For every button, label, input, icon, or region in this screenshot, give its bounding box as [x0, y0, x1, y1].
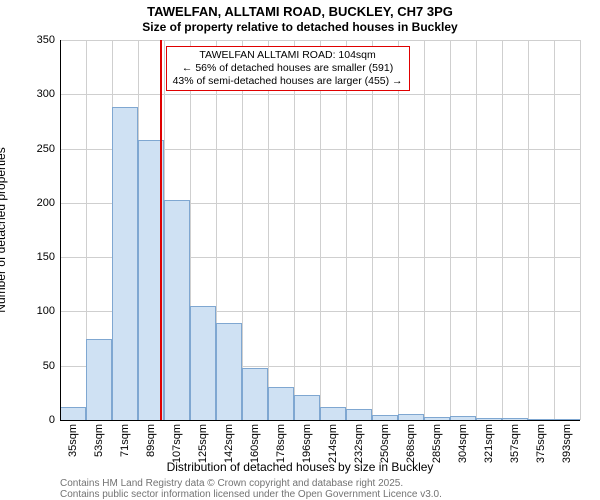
xtick-label: 232sqm — [353, 424, 365, 463]
y-axis-line — [60, 40, 61, 420]
grid-line-v — [242, 40, 243, 420]
annotation-line: ← 56% of detached houses are smaller (59… — [173, 62, 403, 75]
xtick-label: 71sqm — [119, 424, 131, 457]
ytick-label: 50 — [10, 360, 55, 372]
grid-line-v — [294, 40, 295, 420]
histogram-bar — [294, 395, 319, 420]
histogram-bar — [190, 306, 215, 420]
histogram-bar — [60, 407, 85, 420]
xtick-label: 160sqm — [249, 424, 261, 463]
xtick-label: 268sqm — [405, 424, 417, 463]
xtick-label: 89sqm — [145, 424, 157, 457]
ytick-label: 300 — [10, 88, 55, 100]
xtick-label: 125sqm — [197, 424, 209, 463]
xtick-label: 285sqm — [431, 424, 443, 463]
ytick-label: 150 — [10, 251, 55, 263]
x-axis-line — [60, 420, 580, 421]
xtick-label: 53sqm — [93, 424, 105, 457]
ytick-label: 0 — [10, 414, 55, 426]
xtick-label: 250sqm — [379, 424, 391, 463]
grid-line-v — [268, 40, 269, 420]
y-axis-title: Number of detached properties — [0, 147, 8, 312]
histogram-bar — [346, 409, 371, 420]
grid-line-v — [346, 40, 347, 420]
xtick-label: 196sqm — [301, 424, 313, 463]
histogram-chart: TAWELFAN, ALLTAMI ROAD, BUCKLEY, CH7 3PG… — [0, 0, 600, 500]
histogram-bar — [268, 387, 293, 420]
histogram-bar — [164, 200, 189, 420]
grid-line-v — [320, 40, 321, 420]
grid-line-v — [502, 40, 503, 420]
xtick-label: 214sqm — [327, 424, 339, 463]
credits-line2: Contains public sector information licen… — [60, 489, 442, 500]
xtick-label: 375sqm — [535, 424, 547, 463]
ytick-label: 200 — [10, 197, 55, 209]
credits: Contains HM Land Registry data © Crown c… — [60, 478, 442, 500]
ytick-label: 100 — [10, 305, 55, 317]
grid-line-v — [528, 40, 529, 420]
histogram-bar — [86, 339, 111, 420]
xtick-label: 357sqm — [509, 424, 521, 463]
histogram-bar — [242, 368, 267, 420]
credits-line1: Contains HM Land Registry data © Crown c… — [60, 478, 442, 489]
xtick-label: 178sqm — [275, 424, 287, 463]
grid-line-v — [580, 40, 581, 420]
grid-line-v — [476, 40, 477, 420]
xtick-label: 393sqm — [561, 424, 573, 463]
annotation-line: 43% of semi-detached houses are larger (… — [173, 75, 403, 88]
chart-title: TAWELFAN, ALLTAMI ROAD, BUCKLEY, CH7 3PG — [0, 0, 600, 20]
xtick-label: 35sqm — [67, 424, 79, 457]
chart-subtitle: Size of property relative to detached ho… — [0, 20, 600, 34]
grid-line-v — [424, 40, 425, 420]
histogram-bar — [112, 107, 137, 420]
annotation-box: TAWELFAN ALLTAMI ROAD: 104sqm← 56% of de… — [166, 46, 410, 91]
grid-line-v — [450, 40, 451, 420]
xtick-label: 107sqm — [171, 424, 183, 463]
annotation-line: TAWELFAN ALLTAMI ROAD: 104sqm — [173, 49, 403, 62]
ytick-label: 350 — [10, 34, 55, 46]
property-marker-line — [160, 40, 162, 420]
plot-area: TAWELFAN ALLTAMI ROAD: 104sqm← 56% of de… — [60, 40, 580, 420]
grid-line-v — [372, 40, 373, 420]
histogram-bar — [320, 407, 345, 420]
histogram-bar — [216, 323, 241, 420]
xtick-label: 142sqm — [223, 424, 235, 463]
xtick-label: 304sqm — [457, 424, 469, 463]
xtick-label: 321sqm — [483, 424, 495, 463]
grid-line-v — [398, 40, 399, 420]
grid-line-v — [554, 40, 555, 420]
ytick-label: 250 — [10, 143, 55, 155]
